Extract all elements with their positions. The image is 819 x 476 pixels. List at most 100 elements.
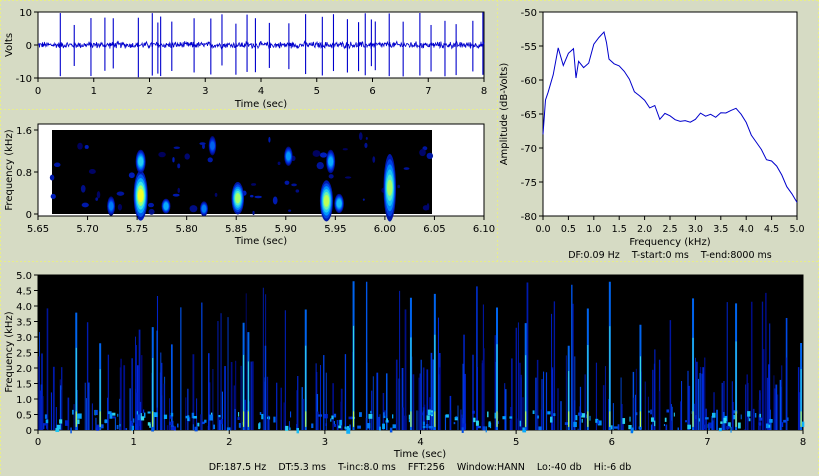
zoom-spectrogram-x-tick-label: 6.00 (374, 224, 396, 235)
full-spectrogram-cell (708, 422, 712, 429)
full-spectrogram-cell (45, 419, 49, 424)
full-spectrogram-y-tick-label: 2.5 (16, 349, 32, 360)
full-spectrogram-cell (112, 416, 116, 419)
full-spectrogram-cell (389, 427, 393, 433)
full-spectrogram-cell (800, 421, 805, 427)
full-spectrogram-x-tick-label: 2 (226, 437, 232, 448)
full-spectrogram-cell (573, 421, 577, 428)
zoom-spectrogram-x-tick-label: 5.75 (126, 224, 148, 235)
full-spectrogram-cell (133, 418, 135, 423)
zoom-spectrogram-cell (344, 176, 352, 179)
full-spectrogram-cell (238, 412, 240, 417)
spectrum-x-tick-label: 0.0 (535, 224, 550, 235)
full-spectrogram-cell (664, 417, 667, 422)
full-spectrogram-cell (673, 412, 675, 417)
full-spectrogram-cell (333, 413, 337, 418)
full-spectrogram-cell (334, 424, 336, 427)
full-spectrogram-y-tick-label: 4.0 (16, 302, 32, 313)
full-spectrogram-cell (537, 415, 540, 419)
zoom-spectrogram-cell (81, 202, 89, 208)
full-spectrogram-cell (497, 421, 499, 424)
full-spectrogram-cell (711, 412, 716, 418)
full-spectrogram-cell (163, 414, 168, 419)
full-spectrogram-cell (728, 422, 731, 428)
zoom-spectrogram-event (387, 179, 393, 196)
full-spectrogram-cell (170, 412, 174, 417)
spectrum-x-tick-label: 4.5 (764, 224, 779, 235)
full-spectrogram-cell (408, 414, 412, 420)
zoom-spectrogram-cell (295, 189, 300, 193)
full-spectrogram-cell (46, 423, 48, 429)
zoom-spectrogram-cell (128, 172, 135, 179)
waveform-x-tick-label: 5 (314, 86, 320, 97)
full-spectrogram-cell (213, 424, 216, 430)
spectrum-x-tick-label: 0.5 (561, 224, 576, 235)
zoom-spectrogram-event (235, 193, 241, 204)
zoom-spectrogram-x-tick-label: 5.85 (225, 224, 247, 235)
full-spectrogram-heatmap (38, 281, 805, 434)
waveform-y-label: Volts (4, 33, 15, 57)
zoom-spectrogram-heatmap (49, 130, 434, 222)
zoom-spectrogram-event (323, 194, 330, 207)
zoom-spectrogram-cell (158, 151, 166, 158)
full-spectrogram-cell (538, 426, 542, 431)
spectrum-y-tick-label: -75 (521, 178, 537, 189)
zoom-spectrogram-cell (268, 136, 271, 143)
zoom-spectrogram-y-axis: 1.6 0.8 0 (16, 126, 38, 221)
full-spectrogram-cell (622, 418, 626, 424)
full-spectrogram-cell (759, 413, 762, 418)
spectrum-y-tick-label: -70 (521, 144, 537, 155)
full-spectrogram-cell (368, 413, 373, 419)
spectrum-x-tick-label: 2.0 (637, 224, 652, 235)
zoom-spectrogram-cell (207, 157, 213, 163)
zoom-spectrogram-event (137, 188, 144, 203)
spectrum-footer: DF:0.09 Hz T-start:0 ms T-end:8000 ms (568, 250, 772, 261)
full-spectrogram-cell (325, 423, 327, 427)
full-spectrogram-cell (462, 423, 467, 429)
full-spectrogram-cell (698, 418, 700, 422)
full-spectrogram-cell (220, 418, 223, 425)
full-spectrogram-cell (718, 427, 722, 432)
spectrum-x-label: Frequency (kHz) (629, 237, 710, 248)
full-spectrogram-cell (296, 427, 300, 434)
spectrum-x-tick-label: 1.5 (612, 224, 627, 235)
full-spectrogram-cell (553, 413, 556, 417)
full-spectrogram-cell (273, 416, 276, 423)
full-spectrogram-cell (143, 409, 145, 413)
full-spectrogram-cell (482, 426, 486, 431)
zoom-spectrogram-cell (252, 210, 255, 215)
full-spectrogram-cell (695, 415, 697, 420)
zoom-spectrogram-cell (117, 203, 123, 211)
full-spectrogram-cell (169, 415, 172, 419)
zoom-spectrogram-event (328, 157, 334, 166)
spectrum-y-tick-label: -60 (521, 76, 537, 87)
full-spectrogram-y-tick-label: 5.0 (16, 271, 32, 282)
waveform-x-label: Time (sec) (234, 99, 287, 110)
full-spectrogram-cell (663, 424, 666, 427)
full-spectrogram-cell (614, 426, 618, 429)
full-spectrogram-cell (143, 412, 146, 418)
full-spectrogram-y-tick-label: 0 (26, 426, 32, 437)
full-spectrogram-cell (261, 413, 264, 420)
waveform-x-tick-label: 8 (481, 86, 487, 97)
spectrum-y-tick-label: -80 (521, 212, 537, 223)
spectrum-y-tick-label: -50 (521, 8, 537, 19)
spectrum-x-tick-label: 5.0 (789, 224, 804, 235)
full-spectrogram-y-tick-label: 2.0 (16, 364, 32, 375)
full-spectrogram-cell (204, 419, 207, 423)
full-spectrogram-cell (135, 423, 137, 430)
full-spectrogram-cell (137, 414, 140, 421)
zoom-spectrogram-cell (172, 193, 180, 197)
zoom-spectrogram-cell (277, 161, 281, 166)
full-spectrogram-cell (77, 413, 82, 419)
zoom-spectrogram-y-label: Frequency (kHz) (4, 129, 15, 210)
full-spectrogram-cell (55, 427, 60, 432)
full-spectrogram-cell (687, 424, 692, 430)
full-spectrogram-cell (461, 427, 464, 433)
full-spectrogram-y-tick-label: 0.5 (16, 411, 32, 422)
full-spectrogram-cell (472, 410, 475, 414)
full-spectrogram-cell (473, 417, 476, 423)
zoom-spectrogram-x-tick-label: 5.70 (76, 224, 98, 235)
full-spectrogram-cell (147, 422, 151, 426)
